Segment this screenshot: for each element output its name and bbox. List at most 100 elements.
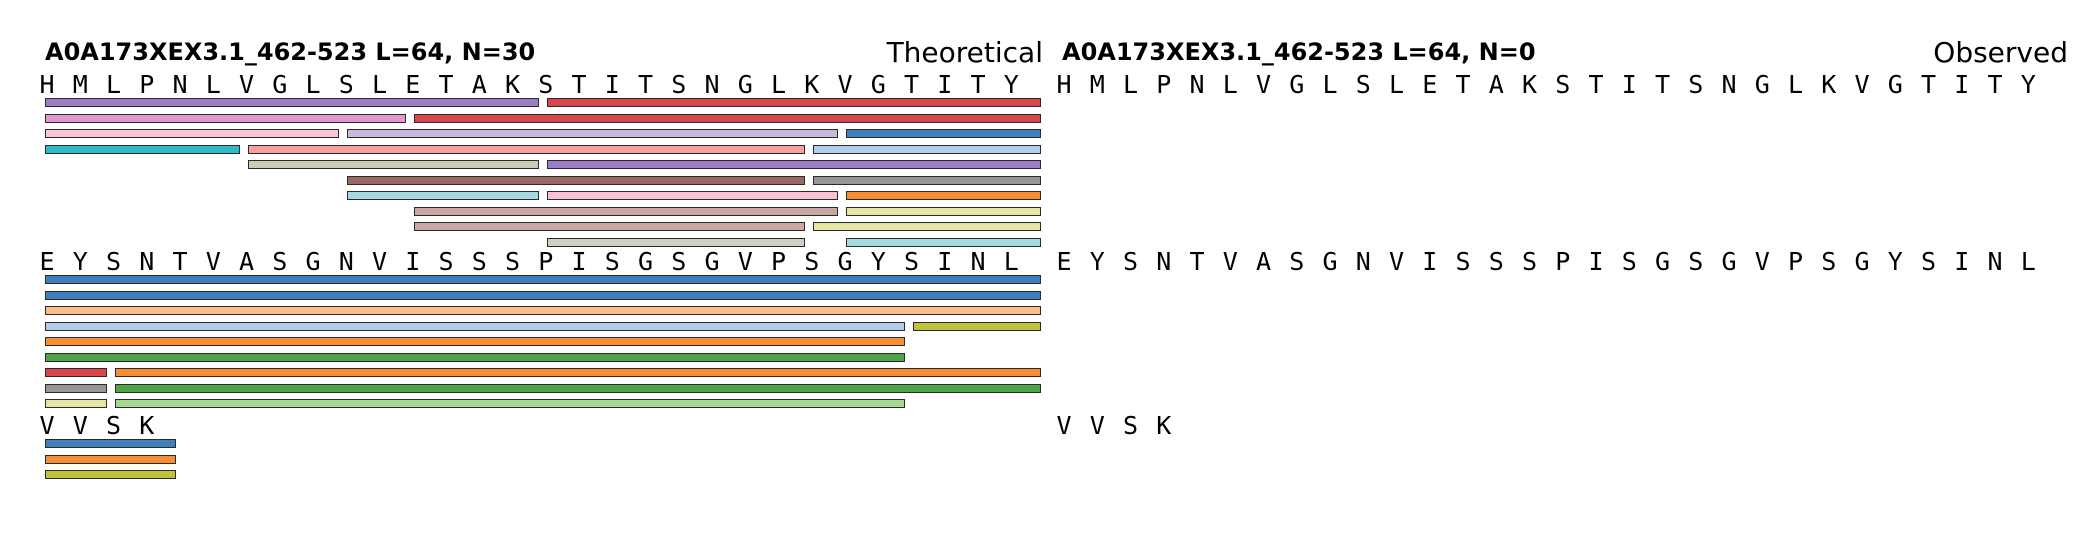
peptide-bar: [45, 368, 107, 377]
residue-letter: E: [1056, 247, 1072, 276]
residue-letter: S: [1688, 70, 1704, 99]
residue-letter: I: [937, 247, 953, 276]
residue-letter: K: [804, 70, 820, 99]
peptide-bar: [247, 144, 805, 154]
residue-letter: S: [1289, 247, 1305, 276]
peptide-bar: [45, 454, 176, 464]
residue-letter: P: [538, 247, 554, 276]
residue-letter: I: [937, 70, 953, 99]
panel-label-theoretical: Theoretical: [886, 36, 1043, 69]
peptide-bar: [912, 321, 1041, 331]
peptide-bar: [45, 321, 905, 331]
residue-letter: V: [737, 247, 753, 276]
residue-letter: S: [1688, 247, 1704, 276]
residue-letter: A: [238, 247, 255, 276]
peptide-bar: [347, 175, 805, 185]
residue-letter: I: [571, 247, 587, 276]
residue-letter: T: [438, 70, 454, 99]
residue-letter: Y: [72, 247, 88, 276]
residue-letter: N: [970, 247, 986, 276]
residue-letter: S: [903, 247, 920, 276]
peptide-bar: [347, 129, 838, 138]
residue-letter: T: [172, 247, 188, 276]
residue-letter: K: [139, 411, 155, 440]
residue-letter: Y: [1887, 247, 1903, 276]
residue-letter: N: [172, 70, 188, 99]
residue-letter: V: [1255, 70, 1272, 99]
residue-letter: K: [504, 70, 521, 99]
peptide-bar: [45, 306, 1041, 315]
peptide-bar: [45, 337, 905, 346]
residue-letter: G: [305, 247, 321, 276]
residue-letter: S: [105, 247, 122, 276]
panel-label-observed: Observed: [1933, 36, 2068, 69]
residue-letter: S: [804, 247, 820, 276]
residue-letter: Y: [2020, 70, 2036, 99]
residue-letter: S: [604, 247, 620, 276]
residue-letter: A: [471, 70, 487, 99]
residue-letter: T: [903, 70, 920, 99]
residue-letter: S: [272, 247, 288, 276]
peptide-bar: [45, 98, 539, 107]
residue-letter: G: [272, 70, 288, 99]
residue-letter: K: [1821, 70, 1837, 99]
residue-letter: L: [1322, 70, 1338, 99]
residue-letter: S: [538, 70, 554, 99]
residue-letter: G: [1721, 247, 1737, 276]
residue-letter: T: [1987, 70, 2003, 99]
residue-letter: P: [1555, 247, 1571, 276]
residue-letter: V: [1754, 247, 1770, 276]
peptide-bar: [812, 222, 1041, 231]
peptide-bar: [846, 129, 1041, 138]
residue-letter: S: [504, 247, 521, 276]
peptide-bar: [812, 175, 1041, 185]
residue-letter: G: [737, 70, 753, 99]
peptide-bar: [114, 383, 1041, 393]
residue-letter: N: [1987, 247, 2003, 276]
residue-letter: T: [970, 70, 986, 99]
residue-letter: G: [870, 70, 886, 99]
residue-letter: S: [1455, 247, 1471, 276]
residue-letter: I: [1422, 247, 1438, 276]
residue-letter: V: [1222, 247, 1238, 276]
residue-letter: Y: [1089, 247, 1105, 276]
peptide-bar: [413, 113, 1041, 123]
peptide-bar: [546, 191, 838, 200]
residue-letter: G: [1289, 70, 1305, 99]
residue-letter: G: [837, 247, 853, 276]
residue-letter: P: [1787, 247, 1804, 276]
residue-letter: T: [1588, 70, 1604, 99]
peptide-bar: [45, 439, 176, 448]
residue-letter: L: [1122, 70, 1139, 99]
residue-letter: S: [338, 70, 354, 99]
residue-letter: E: [405, 70, 421, 99]
residue-letter: V: [72, 411, 88, 440]
residue-letter: H: [1056, 70, 1072, 99]
residue-letter: K: [1521, 70, 1538, 99]
residue-letter: N: [1189, 70, 1205, 99]
peptide-bar: [846, 206, 1041, 216]
residue-letter: G: [637, 247, 654, 276]
residue-letter: V: [837, 70, 853, 99]
peptide-bar: [45, 290, 1041, 300]
residue-letter: M: [1089, 70, 1105, 99]
residue-letter: V: [238, 70, 255, 99]
peptide-bar: [114, 399, 905, 408]
residue-letter: Y: [1003, 70, 1019, 99]
residue-letter: H: [39, 70, 55, 99]
peptide-bar: [546, 160, 1041, 169]
residue-letter: V: [205, 247, 221, 276]
panel-title-observed: A0A173XEX3.1_462-523 L=64, N=0: [1062, 38, 1536, 66]
residue-letter: V: [1854, 70, 1870, 99]
peptide-bar: [546, 237, 805, 247]
peptide-bar: [45, 470, 176, 479]
peptide-bar: [45, 275, 1041, 284]
residue-letter: N: [1355, 247, 1371, 276]
residue-letter: S: [1122, 411, 1139, 440]
residue-letter: G: [1654, 247, 1671, 276]
residue-letter: N: [1721, 70, 1737, 99]
residue-letter: L: [371, 70, 388, 99]
residue-letter: T: [637, 70, 654, 99]
residue-letter: S: [1521, 247, 1538, 276]
residue-letter: S: [1621, 247, 1637, 276]
